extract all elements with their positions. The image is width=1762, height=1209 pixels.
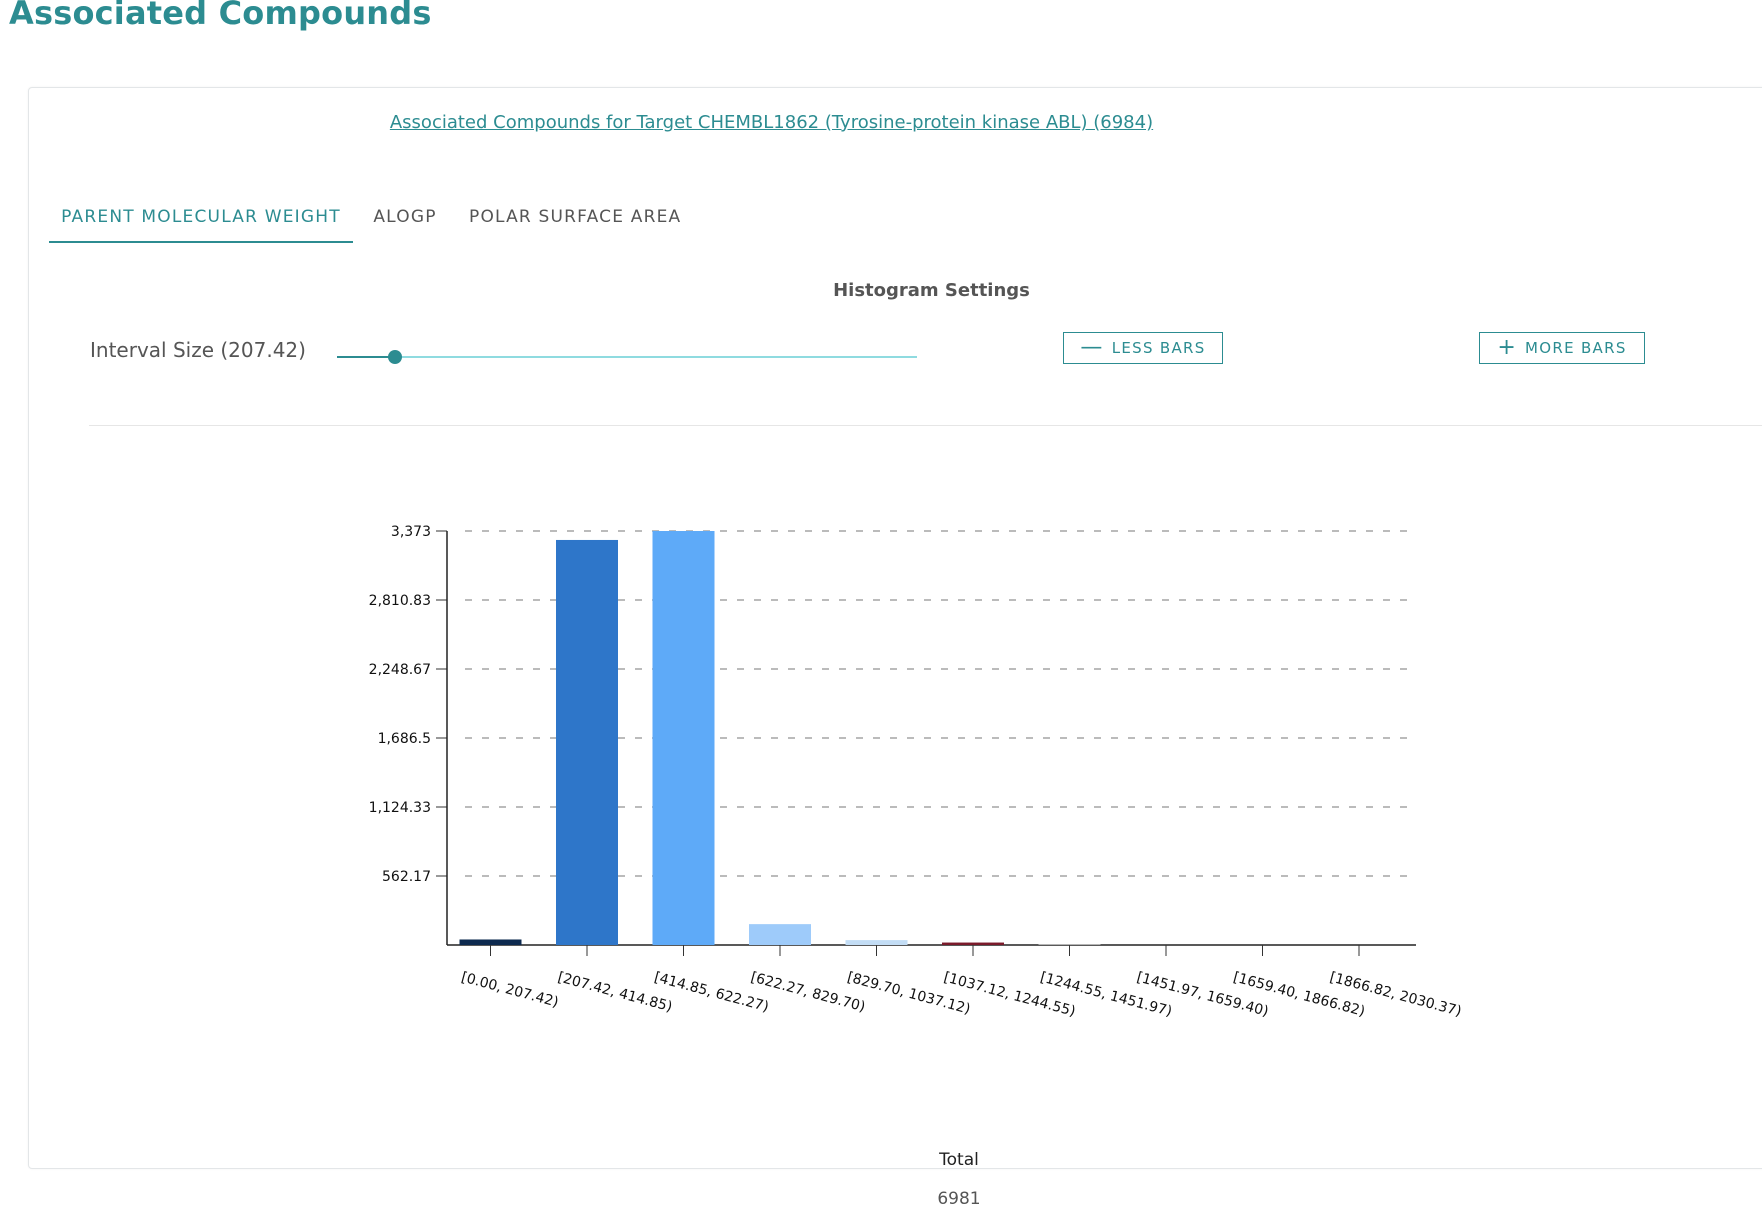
histogram-bar <box>749 924 811 945</box>
histogram-card: Associated Compounds for Target CHEMBL18… <box>28 87 1762 1209</box>
histogram-bar <box>845 940 908 945</box>
tab-alogp[interactable]: ALOGP <box>373 207 437 227</box>
y-tick-label: 3,373 <box>391 524 431 540</box>
slider-rail <box>337 356 917 358</box>
slider-thumb[interactable] <box>388 350 402 364</box>
tab-polar-surface-area[interactable]: POLAR SURFACE AREA <box>469 207 682 227</box>
x-tick-label: [0.00, 207.42) <box>459 969 560 1010</box>
minus-icon: — <box>1080 335 1104 360</box>
y-tick-label: 2,810.83 <box>369 593 431 609</box>
total-label: Total <box>939 1150 979 1170</box>
more-bars-label: MORE BARS <box>1525 339 1627 357</box>
histogram-bar <box>1038 944 1101 945</box>
interval-size-label: Interval Size (207.42) <box>90 338 306 362</box>
histogram-bar <box>942 942 1004 945</box>
less-bars-button[interactable]: — LESS BARS <box>1063 332 1223 364</box>
histogram-bar <box>652 531 715 945</box>
histogram-bar <box>556 539 618 945</box>
less-bars-label: LESS BARS <box>1111 339 1206 357</box>
y-tick-label: 2,248.67 <box>369 662 431 678</box>
total-value: 6981 <box>937 1189 981 1209</box>
interval-size-slider[interactable] <box>337 350 917 364</box>
target-compounds-link[interactable]: Associated Compounds for Target CHEMBL18… <box>389 112 1154 133</box>
more-bars-button[interactable]: + MORE BARS <box>1479 332 1645 364</box>
y-tick-label: 1,686.5 <box>378 731 431 747</box>
histogram-settings-title: Histogram Settings <box>833 280 1030 301</box>
tab-parent-molecular-weight[interactable]: PARENT MOLECULAR WEIGHT <box>49 193 353 243</box>
y-tick-label: 1,124.33 <box>369 800 431 816</box>
y-tick-label: 562.17 <box>382 869 431 885</box>
histogram-bar <box>459 939 522 945</box>
page-title: Associated Compounds <box>9 0 432 32</box>
settings-divider <box>89 425 1762 426</box>
plus-icon: + <box>1497 335 1518 360</box>
slider-track <box>337 356 395 358</box>
histogram-chart: 562.17 1,124.33 1,686.5 2,248.67 2,810.83 3,3… <box>369 524 1463 1020</box>
